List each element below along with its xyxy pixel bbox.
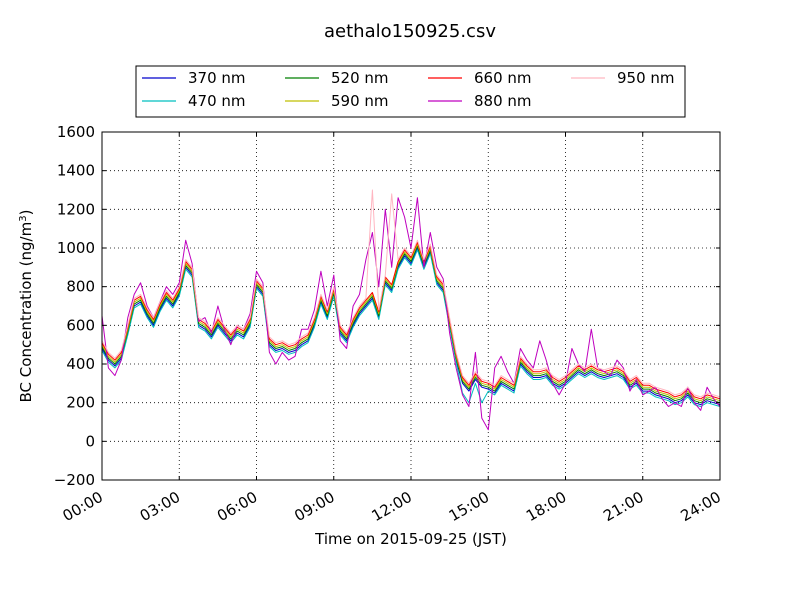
axis-ticks: [101, 131, 721, 481]
series-lines: [101, 189, 721, 431]
legend-label: 880 nm: [474, 92, 532, 110]
legend-label: 470 nm: [188, 92, 246, 110]
y-axis-label-main: BC Concentration (ng/m: [17, 222, 35, 403]
series-line-470-nm: [101, 249, 721, 407]
y-tick-label: 1600: [57, 123, 95, 141]
plot-area: [101, 131, 721, 481]
y-tick-labels: 1600 1400 1200 1000 800 600 400 200 0 −200: [54, 123, 95, 489]
y-axis-label-sup: 3: [18, 215, 29, 221]
y-tick-label: −200: [54, 471, 95, 489]
legend-label: 520 nm: [331, 69, 389, 87]
legend-label: 660 nm: [474, 69, 532, 87]
y-axis-label: BC Concentration (ng/m3): [17, 210, 35, 403]
y-tick-label: 1400: [57, 162, 95, 180]
y-tick-label: 800: [66, 278, 95, 296]
plot-background: [102, 132, 720, 480]
series-line-950-nm: [101, 189, 721, 398]
y-tick-label: 1000: [57, 239, 95, 257]
series-line-880-nm: [101, 197, 721, 431]
legend-label: 950 nm: [617, 69, 675, 87]
series-line-370-nm: [101, 247, 721, 406]
x-axis-label: Time on 2015-09-25 (JST): [314, 530, 507, 548]
y-tick-label: 600: [66, 316, 95, 334]
legend-label: 590 nm: [331, 92, 389, 110]
legend-items: 370 nm 470 nm 520 nm 590 nm 660 nm 880 nm 950 …: [142, 69, 675, 110]
y-tick-label: 200: [66, 394, 95, 412]
chart-title: aethalo150925.csv: [324, 21, 496, 42]
y-tick-label: 0: [85, 432, 95, 450]
series-line-590-nm: [101, 243, 721, 402]
y-tick-label: 1200: [57, 200, 95, 218]
series-line-520-nm: [101, 245, 721, 404]
legend-label: 370 nm: [188, 69, 246, 87]
y-axis-label-close: ): [17, 210, 35, 216]
legend: 370 nm 470 nm 520 nm 590 nm 660 nm 880 nm 950 …: [135, 65, 686, 118]
series-line-660-nm: [101, 241, 721, 400]
legend-box: [135, 65, 686, 118]
y-tick-label: 400: [66, 355, 95, 373]
